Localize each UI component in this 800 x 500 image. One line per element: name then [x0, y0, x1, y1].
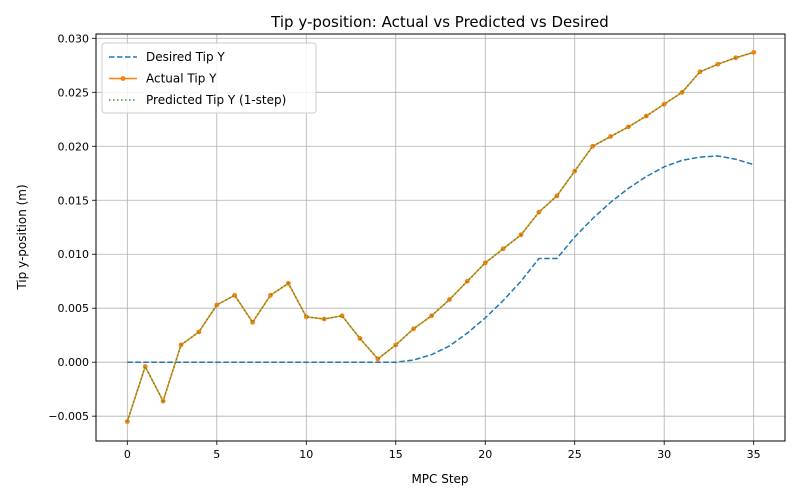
x-tick-label: 10 [299, 448, 313, 461]
data-point [626, 124, 631, 130]
legend-label-2: Predicted Tip Y (1-step) [146, 93, 286, 107]
legend-marker [120, 76, 126, 81]
x-tick-label: 30 [657, 448, 671, 461]
data-point [751, 49, 757, 55]
x-tick-label: 15 [389, 448, 403, 461]
y-tick-label: 0.030 [58, 32, 90, 45]
legend-label-1: Actual Tip Y [146, 72, 217, 86]
x-axis-label: MPC Step [411, 472, 468, 486]
x-tick-label: 20 [478, 448, 492, 461]
series-line-0 [127, 155, 754, 363]
y-tick-label: 0.010 [58, 248, 90, 261]
y-tick-label: 0.000 [58, 356, 90, 369]
y-axis-label: Tip y-position (m) [15, 184, 29, 290]
y-tick-label: 0.020 [58, 140, 90, 153]
x-tick-label: 25 [568, 448, 582, 461]
legend-box [101, 42, 317, 114]
y-tick-label: 0.025 [58, 86, 90, 99]
x-axis: 0 5 10 15 20 25 30 35 [124, 441, 761, 461]
series-line-2 [126, 51, 754, 422]
data-point [142, 364, 148, 369]
data-point [357, 336, 363, 341]
y-tick-label: −0.005 [48, 410, 89, 423]
series-layer [124, 49, 757, 424]
y-axis: −0.005 0.000 0.005 0.010 0.015 0.020 0.025 0.03… [48, 32, 96, 423]
chart-title: Tip y-position: Actual vs Predicted vs D… [270, 13, 609, 31]
plot-frame [95, 33, 786, 442]
data-point [178, 342, 184, 348]
y-tick-label: 0.005 [58, 302, 90, 315]
x-tick-label: 0 [124, 448, 131, 461]
legend: Desired Tip Y Actual Tip Y Predicted Tip Y… [101, 42, 317, 114]
legend-label-0: Desired Tip Y [146, 50, 225, 64]
x-tick-label: 5 [213, 448, 220, 461]
y-tick-label: 0.015 [58, 194, 90, 207]
x-tick-label: 35 [747, 448, 761, 461]
